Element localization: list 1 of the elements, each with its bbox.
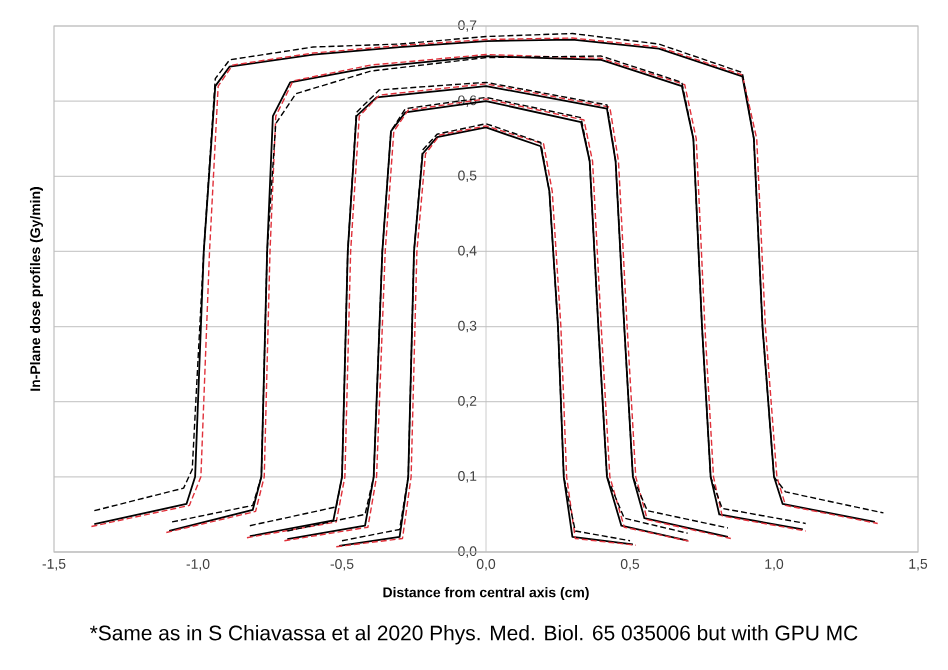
- text: *Same as in S Chiavassa et al 2020 Phys. Med. Biol. 65 035006 but with GPU MC: [90, 625, 858, 645]
